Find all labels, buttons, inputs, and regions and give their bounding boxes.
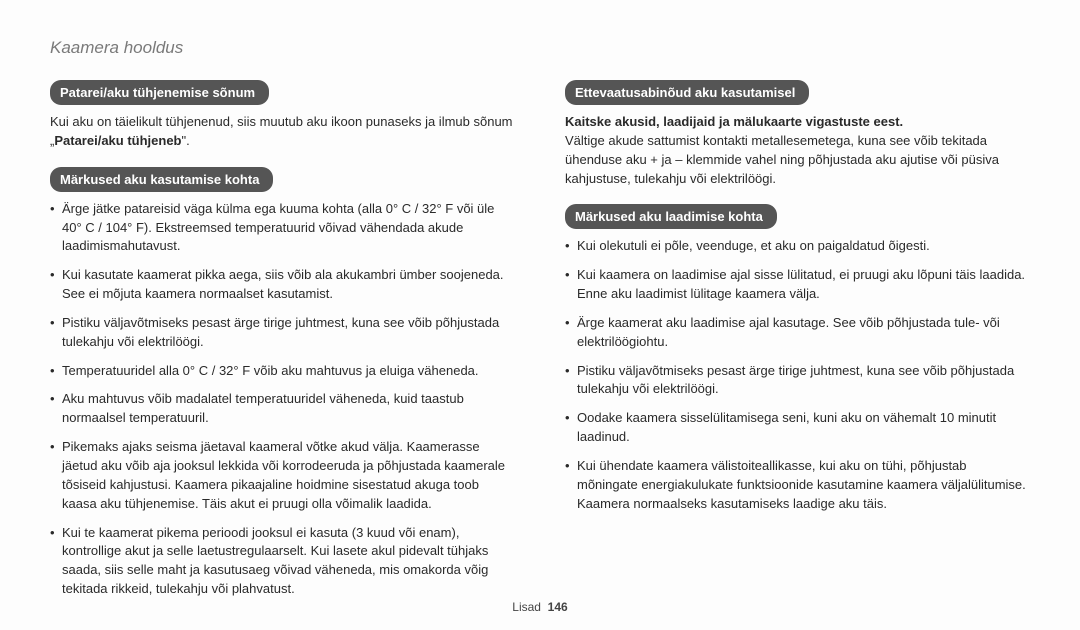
text-after: ".: [182, 133, 190, 148]
page-footer: Lisad 146: [0, 600, 1080, 614]
list-item: Pistiku väljavõtmiseks pesast ärge tirig…: [50, 314, 515, 352]
section-heading-battery-empty: Patarei/aku tühjenemise sõnum: [50, 80, 269, 105]
footer-label: Lisad: [512, 600, 541, 614]
left-column: Patarei/aku tühjenemise sõnum Kui aku on…: [50, 80, 515, 615]
list-item: Kui kaamera on laadimise ajal sisse lüli…: [565, 266, 1030, 304]
section-heading-precautions: Ettevaatusabinõud aku kasutamisel: [565, 80, 809, 105]
precautions-text: Kaitske akusid, laadijaid ja mälukaarte …: [565, 113, 1030, 188]
section-heading-charging-notes: Märkused aku laadimise kohta: [565, 204, 777, 229]
list-item: Kui te kaamerat pikema perioodi jooksul …: [50, 524, 515, 599]
list-item: Pikemaks ajaks seisma jäetaval kaameral …: [50, 438, 515, 513]
list-item: Ärge kaamerat aku laadimise ajal kasutag…: [565, 314, 1030, 352]
list-item: Temperatuuridel alla 0° C / 32° F võib a…: [50, 362, 515, 381]
page-title: Kaamera hooldus: [50, 38, 1030, 58]
section-heading-battery-notes: Märkused aku kasutamise kohta: [50, 167, 273, 192]
list-item: Kui ühendate kaamera välistoiteallikasse…: [565, 457, 1030, 514]
right-column: Ettevaatusabinõud aku kasutamisel Kaitsk…: [565, 80, 1030, 615]
list-item: Ärge jätke patareisid väga külma ega kuu…: [50, 200, 515, 257]
list-item: Oodake kaamera sisselülitamisega seni, k…: [565, 409, 1030, 447]
text-bold: Patarei/aku tühjeneb: [54, 133, 181, 148]
list-item: Aku mahtuvus võib madalatel temperatuuri…: [50, 390, 515, 428]
battery-empty-text: Kui aku on täielikult tühjenenud, siis m…: [50, 113, 515, 151]
precautions-subhead: Kaitske akusid, laadijaid ja mälukaarte …: [565, 114, 903, 129]
content-columns: Patarei/aku tühjenemise sõnum Kui aku on…: [50, 80, 1030, 615]
list-item: Kui olekutuli ei põle, veenduge, et aku …: [565, 237, 1030, 256]
precautions-body: Vältige akude sattumist kontakti metalle…: [565, 133, 999, 186]
footer-page-number: 146: [548, 600, 568, 614]
battery-notes-list: Ärge jätke patareisid väga külma ega kuu…: [50, 200, 515, 599]
charging-notes-list: Kui olekutuli ei põle, veenduge, et aku …: [565, 237, 1030, 513]
list-item: Pistiku väljavõtmiseks pesast ärge tirig…: [565, 362, 1030, 400]
list-item: Kui kasutate kaamerat pikka aega, siis v…: [50, 266, 515, 304]
